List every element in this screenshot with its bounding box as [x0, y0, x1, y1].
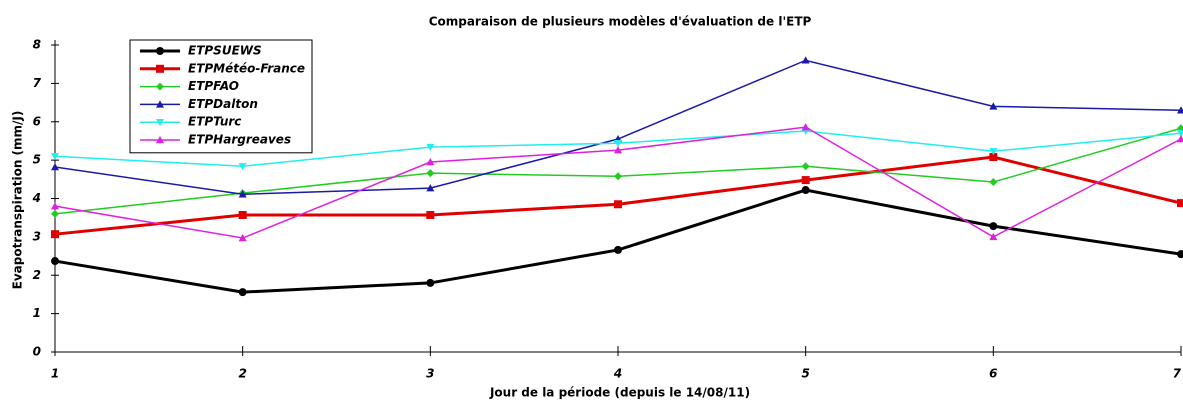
marker — [156, 100, 164, 108]
marker — [989, 222, 998, 231]
legend-label: ETPHargreaves — [188, 133, 291, 147]
marker — [801, 123, 810, 131]
y-tick-label: 0 — [33, 345, 41, 359]
x-tick-label: 4 — [613, 367, 622, 381]
x-tick-label: 7 — [1173, 367, 1182, 381]
marker — [238, 234, 247, 242]
marker — [238, 163, 247, 171]
y-tick-label: 4 — [32, 191, 41, 205]
marker — [989, 177, 998, 186]
marker — [989, 153, 998, 162]
marker — [801, 162, 810, 171]
marker — [989, 232, 998, 241]
x-tick-label: 5 — [801, 367, 809, 381]
x-tick-label: 3 — [426, 367, 434, 381]
legend: ETPSUEWS ETPMétéo-France ETPFAO ETPDalton ET… — [129, 39, 313, 154]
marker — [1177, 106, 1183, 114]
y-tick-label: 2 — [33, 268, 41, 282]
marker — [51, 209, 59, 218]
y-tick-label: 3 — [33, 229, 41, 243]
marker — [51, 163, 59, 171]
y-tick-label: 1 — [33, 306, 41, 320]
x-tick-label: 6 — [989, 367, 997, 381]
marker — [51, 230, 59, 239]
y-tick-label: 7 — [33, 76, 42, 90]
legend-label: ETPSUEWS — [188, 44, 262, 58]
legend-label: ETPMétéo-France — [188, 61, 305, 75]
marker — [1177, 130, 1183, 138]
marker — [989, 148, 998, 156]
marker — [238, 211, 247, 220]
marker — [426, 169, 435, 178]
marker — [156, 136, 164, 144]
marker — [426, 143, 435, 152]
marker — [426, 278, 435, 287]
marker — [426, 158, 435, 166]
marker — [426, 211, 435, 220]
legend-box — [129, 39, 313, 154]
y-tick-label: 6 — [33, 114, 41, 128]
x-axis-label: Jour de la période (depuis le 14/08/11) — [489, 386, 750, 400]
marker — [614, 200, 622, 209]
marker — [801, 56, 810, 64]
marker — [1177, 250, 1183, 259]
marker — [614, 172, 622, 181]
marker — [426, 184, 435, 192]
legend-label: ETPTurc — [188, 115, 241, 129]
marker — [801, 176, 810, 185]
marker — [238, 288, 247, 297]
marker — [614, 245, 622, 254]
marker — [801, 186, 810, 195]
y-tick-label: 8 — [33, 38, 41, 52]
chart-title: Comparaison de plusieurs modèles d'évalu… — [429, 15, 812, 29]
marker — [614, 140, 622, 148]
marker — [156, 64, 164, 73]
x-tick-label: 2 — [238, 367, 246, 381]
legend-label: ETPDalton — [188, 97, 258, 111]
marker — [51, 202, 59, 210]
y-axis-label: Evapotranspiration (mm/J) — [11, 111, 25, 290]
marker — [51, 153, 59, 161]
marker — [156, 119, 164, 127]
marker — [989, 102, 998, 110]
x-tick-label: 1 — [51, 367, 59, 381]
y-tick-label: 5 — [33, 153, 41, 167]
marker — [1177, 135, 1183, 143]
marker — [614, 146, 622, 154]
marker — [238, 190, 247, 198]
marker — [51, 257, 59, 266]
legend-label: ETPFAO — [188, 79, 239, 93]
marker — [156, 47, 164, 55]
marker — [1177, 199, 1183, 208]
marker — [156, 82, 164, 91]
